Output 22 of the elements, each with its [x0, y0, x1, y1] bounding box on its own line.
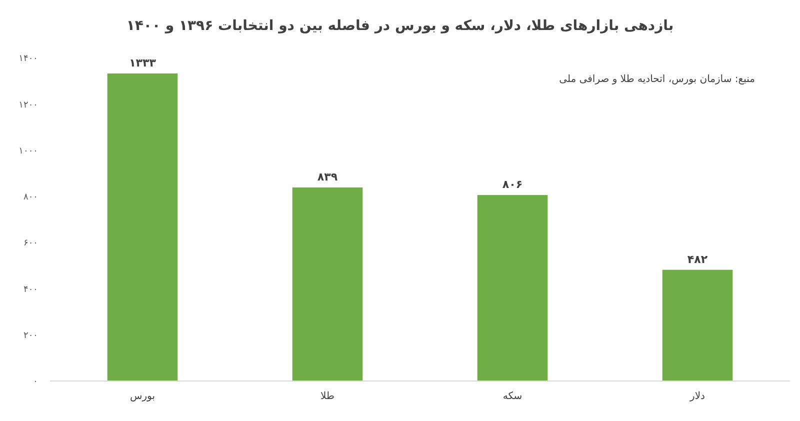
y-tick-label: ۰ — [33, 377, 38, 388]
y-tick-label: ۸۰۰ — [23, 192, 38, 203]
x-tick-label: سکه — [502, 391, 522, 402]
y-tick-label: ۱۰۰۰ — [18, 146, 38, 156]
y-tick-label: ۶۰۰ — [23, 238, 38, 249]
y-tick-label: ۲۰۰ — [23, 331, 38, 342]
x-tick-label: طلا — [320, 391, 334, 402]
x-tick-label: بورس — [130, 391, 155, 402]
chart-title: بازدهی بازارهای طلا، دلار، سکه و بورس در فاصله بین دو انتخابات ۱۳۹۶ و ۱۴۰۰ — [126, 18, 674, 34]
y-tick-label: ۱۲۰۰ — [18, 100, 38, 110]
bar — [107, 73, 178, 381]
data-label: ۴۸۲ — [687, 252, 708, 266]
y-tick-label: ۱۴۰۰ — [18, 54, 38, 64]
x-tick-label: دلار — [689, 391, 705, 402]
y-tick-label: ۴۰۰ — [23, 284, 38, 295]
bar — [477, 195, 548, 381]
data-label: ۸۰۶ — [502, 178, 523, 192]
data-label: ۱۳۳۳ — [129, 56, 156, 70]
annotation: منبع: سازمان بورس، اتحادیه طلا و صرافی ملی — [559, 74, 755, 85]
bar — [662, 270, 733, 381]
data-label: ۸۳۹ — [317, 170, 338, 184]
bar — [292, 187, 363, 381]
